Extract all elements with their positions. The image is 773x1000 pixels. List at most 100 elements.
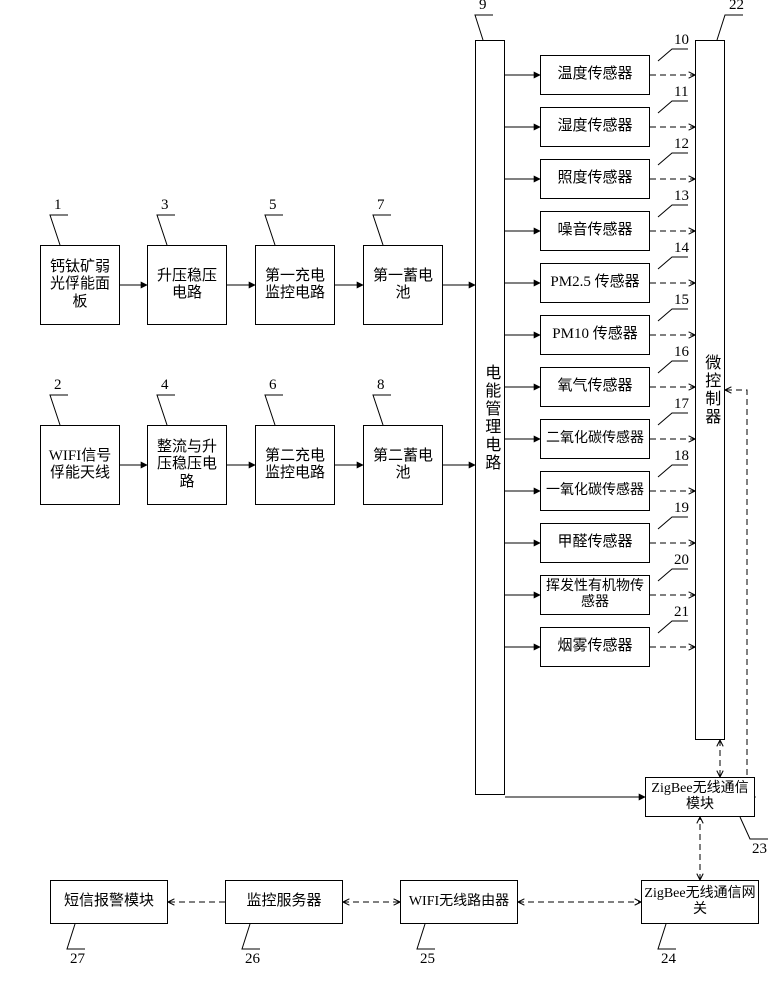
sensor-s19-label: 甲醛传感器 — [557, 534, 632, 551]
leader-line — [658, 205, 688, 217]
ref-label: 22 — [729, 0, 744, 14]
sensor-s21-label: 烟雾传感器 — [557, 638, 632, 655]
block-b27-label: 短信报警模块 — [64, 893, 154, 910]
block-b2: WIFI信号俘能天线 — [40, 425, 120, 505]
ref-label: 21 — [674, 604, 689, 621]
sensor-s12-label: 照度传感器 — [557, 170, 632, 187]
leader-line — [658, 924, 676, 949]
ref-label: 9 — [479, 0, 487, 14]
leader-line — [658, 621, 688, 633]
sensor-s17: 二氧化碳传感器 — [540, 419, 650, 459]
ref-label: 13 — [674, 188, 689, 205]
block-b8: 第二蓄电池 — [363, 425, 443, 505]
ref-label: 2 — [54, 377, 62, 394]
block-b7-label: 第一蓄电池 — [366, 268, 440, 303]
sensor-s14: PM2.5 传感器 — [540, 263, 650, 303]
leader-line — [373, 395, 391, 425]
ref-label: 18 — [674, 448, 689, 465]
sensor-s17-label: 二氧化碳传感器 — [546, 431, 644, 447]
ref-label: 6 — [269, 377, 277, 394]
leader-line — [373, 215, 391, 245]
block-b7: 第一蓄电池 — [363, 245, 443, 325]
ref-label: 3 — [161, 197, 169, 214]
leader-line — [157, 395, 175, 425]
arrow-dashed-bidir — [725, 390, 755, 797]
block-b5: 第一充电监控电路 — [255, 245, 335, 325]
ref-label: 19 — [674, 500, 689, 517]
leader-line — [50, 395, 68, 425]
ref-label: 1 — [54, 197, 62, 214]
ref-label: 11 — [674, 84, 688, 101]
sensor-s18-label: 一氧化碳传感器 — [546, 483, 644, 499]
block-b26: 监控服务器 — [225, 880, 343, 924]
block-b27: 短信报警模块 — [50, 880, 168, 924]
block-b2-label: WIFI信号俘能天线 — [43, 448, 117, 483]
ref-label: 14 — [674, 240, 689, 257]
leader-line — [658, 49, 688, 61]
sensor-s12: 照度传感器 — [540, 159, 650, 199]
leader-line — [658, 361, 688, 373]
leader-line — [242, 924, 260, 949]
block-b25: WIFI无线路由器 — [400, 880, 518, 924]
sensor-s16-label: 氧气传感器 — [557, 378, 632, 395]
leader-line — [658, 153, 688, 165]
sensor-s13: 噪音传感器 — [540, 211, 650, 251]
leader-line — [475, 15, 493, 40]
leader-line — [157, 215, 175, 245]
ref-label: 16 — [674, 344, 689, 361]
ref-label: 12 — [674, 136, 689, 153]
ref-label: 5 — [269, 197, 277, 214]
block-b6-label: 第二充电监控电路 — [258, 448, 332, 483]
ref-label: 10 — [674, 32, 689, 49]
block-b5-label: 第一充电监控电路 — [258, 268, 332, 303]
ref-label: 8 — [377, 377, 385, 394]
ref-label: 23 — [752, 841, 767, 858]
leader-line — [265, 215, 283, 245]
sensor-s16: 氧气传感器 — [540, 367, 650, 407]
leader-line — [658, 309, 688, 321]
leader-line — [417, 924, 435, 949]
ref-label: 17 — [674, 396, 689, 413]
block-zigbee-module-label: ZigBee无线通信模块 — [648, 781, 752, 813]
block-b1: 钙钛矿弱光俘能面板 — [40, 245, 120, 325]
leader-line — [658, 101, 688, 113]
block-b24-label: ZigBee无线通信网关 — [644, 886, 756, 918]
sensor-s15: PM10 传感器 — [540, 315, 650, 355]
block-zigbee-module: ZigBee无线通信模块 — [645, 777, 755, 817]
block-b4: 整流与升压稳压电路 — [147, 425, 227, 505]
ref-label: 25 — [420, 951, 435, 968]
ref-label: 24 — [661, 951, 676, 968]
leader-line — [658, 413, 688, 425]
block-mcu: 微控制器 — [695, 40, 725, 740]
block-b3: 升压稳压电路 — [147, 245, 227, 325]
leader-line — [658, 569, 688, 581]
leader-line — [717, 15, 743, 40]
ref-label: 26 — [245, 951, 260, 968]
block-b26-label: 监控服务器 — [246, 893, 321, 910]
sensor-s10: 温度传感器 — [540, 55, 650, 95]
sensor-s10-label: 温度传感器 — [557, 66, 632, 83]
leader-line — [67, 924, 85, 949]
block-b24: ZigBee无线通信网关 — [641, 880, 759, 924]
block-b6: 第二充电监控电路 — [255, 425, 335, 505]
block-energy-mgmt: 电能管理电路 — [475, 40, 505, 795]
sensor-s11: 湿度传感器 — [540, 107, 650, 147]
ref-label: 7 — [377, 197, 385, 214]
sensor-s20: 挥发性有机物传感器 — [540, 575, 650, 615]
ref-label: 27 — [70, 951, 85, 968]
leader-line — [265, 395, 283, 425]
block-b1-label: 钙钛矿弱光俘能面板 — [43, 259, 117, 311]
block-energy-mgmt-label: 电能管理电路 — [481, 364, 499, 472]
leader-line — [658, 465, 688, 477]
sensor-s18: 一氧化碳传感器 — [540, 471, 650, 511]
block-b3-label: 升压稳压电路 — [150, 268, 224, 303]
leader-line — [740, 817, 768, 839]
block-b8-label: 第二蓄电池 — [366, 448, 440, 483]
ref-label: 20 — [674, 552, 689, 569]
sensor-s15-label: PM10 传感器 — [552, 326, 637, 343]
block-b25-label: WIFI无线路由器 — [409, 894, 509, 910]
sensor-s11-label: 湿度传感器 — [557, 118, 632, 135]
leader-line — [50, 215, 68, 245]
leader-line — [658, 257, 688, 269]
sensor-s14-label: PM2.5 传感器 — [550, 274, 639, 291]
